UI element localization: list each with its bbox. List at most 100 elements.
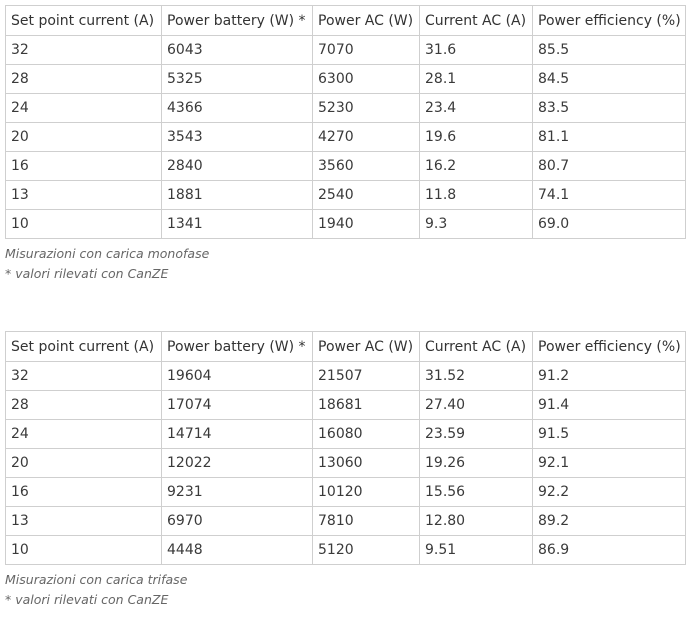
column-header: Set point current (A) [5, 331, 162, 362]
table-cell: 16 [5, 477, 162, 507]
table-cell: 10 [5, 535, 162, 565]
column-header: Set point current (A) [5, 5, 162, 36]
column-header: Power efficiency (%) [532, 5, 686, 36]
column-header: Power battery (W) * [161, 331, 313, 362]
table-header-row: Set point current (A) Power battery (W) *… [5, 331, 686, 362]
table-cell: 31.52 [419, 361, 533, 391]
table-cell: 32 [5, 361, 162, 391]
table-note: Misurazioni con carica monofase [5, 246, 210, 261]
table-cell: 84.5 [532, 64, 686, 94]
table-cell: 4366 [161, 93, 313, 123]
table-cell: 19.6 [419, 122, 533, 152]
table-cell: 27.40 [419, 390, 533, 420]
data-table: Set point current (A) Power battery (W) *… [5, 331, 686, 565]
table-cell: 74.1 [532, 180, 686, 210]
table-header-row: Set point current (A) Power battery (W) *… [5, 5, 686, 36]
table-row: 20 3543 4270 19.6 81.1 [5, 122, 686, 152]
column-header: Power battery (W) * [161, 5, 313, 36]
table-cell: 16.2 [419, 151, 533, 181]
table-cell: 6300 [312, 64, 420, 94]
table-row: 24 4366 5230 23.4 83.5 [5, 93, 686, 123]
table-cell: 6970 [161, 506, 313, 536]
table-cell: 10 [5, 209, 162, 239]
table-cell: 69.0 [532, 209, 686, 239]
table-row: 32 19604 21507 31.52 91.2 [5, 361, 686, 391]
table-cell: 14714 [161, 419, 313, 449]
table-cell: 5325 [161, 64, 313, 94]
table-cell: 4270 [312, 122, 420, 152]
table-cell: 11.8 [419, 180, 533, 210]
table-cell: 23.59 [419, 419, 533, 449]
data-table: Set point current (A) Power battery (W) *… [5, 5, 686, 239]
table-row: 13 1881 2540 11.8 74.1 [5, 180, 686, 210]
table-cell: 5120 [312, 535, 420, 565]
table-cell: 15.56 [419, 477, 533, 507]
table-cell: 5230 [312, 93, 420, 123]
table-cell: 18681 [312, 390, 420, 420]
table-cell: 19.26 [419, 448, 533, 478]
table-cell: 3543 [161, 122, 313, 152]
table-cell: 7810 [312, 506, 420, 536]
table-cell: 20 [5, 448, 162, 478]
table-row: 28 5325 6300 28.1 84.5 [5, 64, 686, 94]
table-cell: 9.51 [419, 535, 533, 565]
table-cell: 7070 [312, 35, 420, 65]
table-row: 16 9231 10120 15.56 92.2 [5, 477, 686, 507]
table-row: 10 4448 5120 9.51 86.9 [5, 535, 686, 565]
table-block-trifase: Set point current (A) Power battery (W) *… [5, 331, 686, 609]
table-row: 16 2840 3560 16.2 80.7 [5, 151, 686, 181]
table-cell: 13060 [312, 448, 420, 478]
column-header: Power AC (W) [312, 331, 420, 362]
table-cell: 2540 [312, 180, 420, 210]
table-cell: 12.80 [419, 506, 533, 536]
table-cell: 20 [5, 122, 162, 152]
table-cell: 1341 [161, 209, 313, 239]
table-cell: 92.2 [532, 477, 686, 507]
table-cell: 21507 [312, 361, 420, 391]
table-cell: 1940 [312, 209, 420, 239]
table-cell: 24 [5, 93, 162, 123]
table-cell: 19604 [161, 361, 313, 391]
table-cell: 91.5 [532, 419, 686, 449]
table-row: 13 6970 7810 12.80 89.2 [5, 506, 686, 536]
table-cell: 2840 [161, 151, 313, 181]
table-cell: 10120 [312, 477, 420, 507]
table-cell: 1881 [161, 180, 313, 210]
table-block-monofase: Set point current (A) Power battery (W) *… [5, 5, 686, 283]
table-note: * valori rilevati con CanZE [5, 591, 169, 607]
table-cell: 28.1 [419, 64, 533, 94]
table-cell: 9.3 [419, 209, 533, 239]
table-row: 20 12022 13060 19.26 92.1 [5, 448, 686, 478]
table-cell: 13 [5, 180, 162, 210]
column-header: Current AC (A) [419, 5, 533, 36]
table-cell: 23.4 [419, 93, 533, 123]
table-row: 10 1341 1940 9.3 69.0 [5, 209, 686, 239]
table-cell: 13 [5, 506, 162, 536]
table-cell: 86.9 [532, 535, 686, 565]
table-note: Misurazioni con carica trifase [5, 572, 188, 587]
table-row: 32 6043 7070 31.6 85.5 [5, 35, 686, 65]
table-cell: 17074 [161, 390, 313, 420]
table-cell: 28 [5, 390, 162, 420]
table-note: * valori rilevati con CanZE [5, 265, 169, 281]
table-cell: 4448 [161, 535, 313, 565]
table-cell: 16080 [312, 419, 420, 449]
table-cell: 6043 [161, 35, 313, 65]
table-cell: 12022 [161, 448, 313, 478]
table-cell: 81.1 [532, 122, 686, 152]
table-cell: 16 [5, 151, 162, 181]
table-notes: Misurazioni con carica trifase * valori … [5, 570, 685, 609]
table-cell: 3560 [312, 151, 420, 181]
table-row: 24 14714 16080 23.59 91.5 [5, 419, 686, 449]
table-cell: 83.5 [532, 93, 686, 123]
table-cell: 31.6 [419, 35, 533, 65]
table-cell: 80.7 [532, 151, 686, 181]
column-header: Power efficiency (%) [532, 331, 686, 362]
table-cell: 91.2 [532, 361, 686, 391]
table-row: 28 17074 18681 27.40 91.4 [5, 390, 686, 420]
table-cell: 89.2 [532, 506, 686, 536]
column-header: Power AC (W) [312, 5, 420, 36]
table-cell: 92.1 [532, 448, 686, 478]
table-cell: 91.4 [532, 390, 686, 420]
table-cell: 28 [5, 64, 162, 94]
